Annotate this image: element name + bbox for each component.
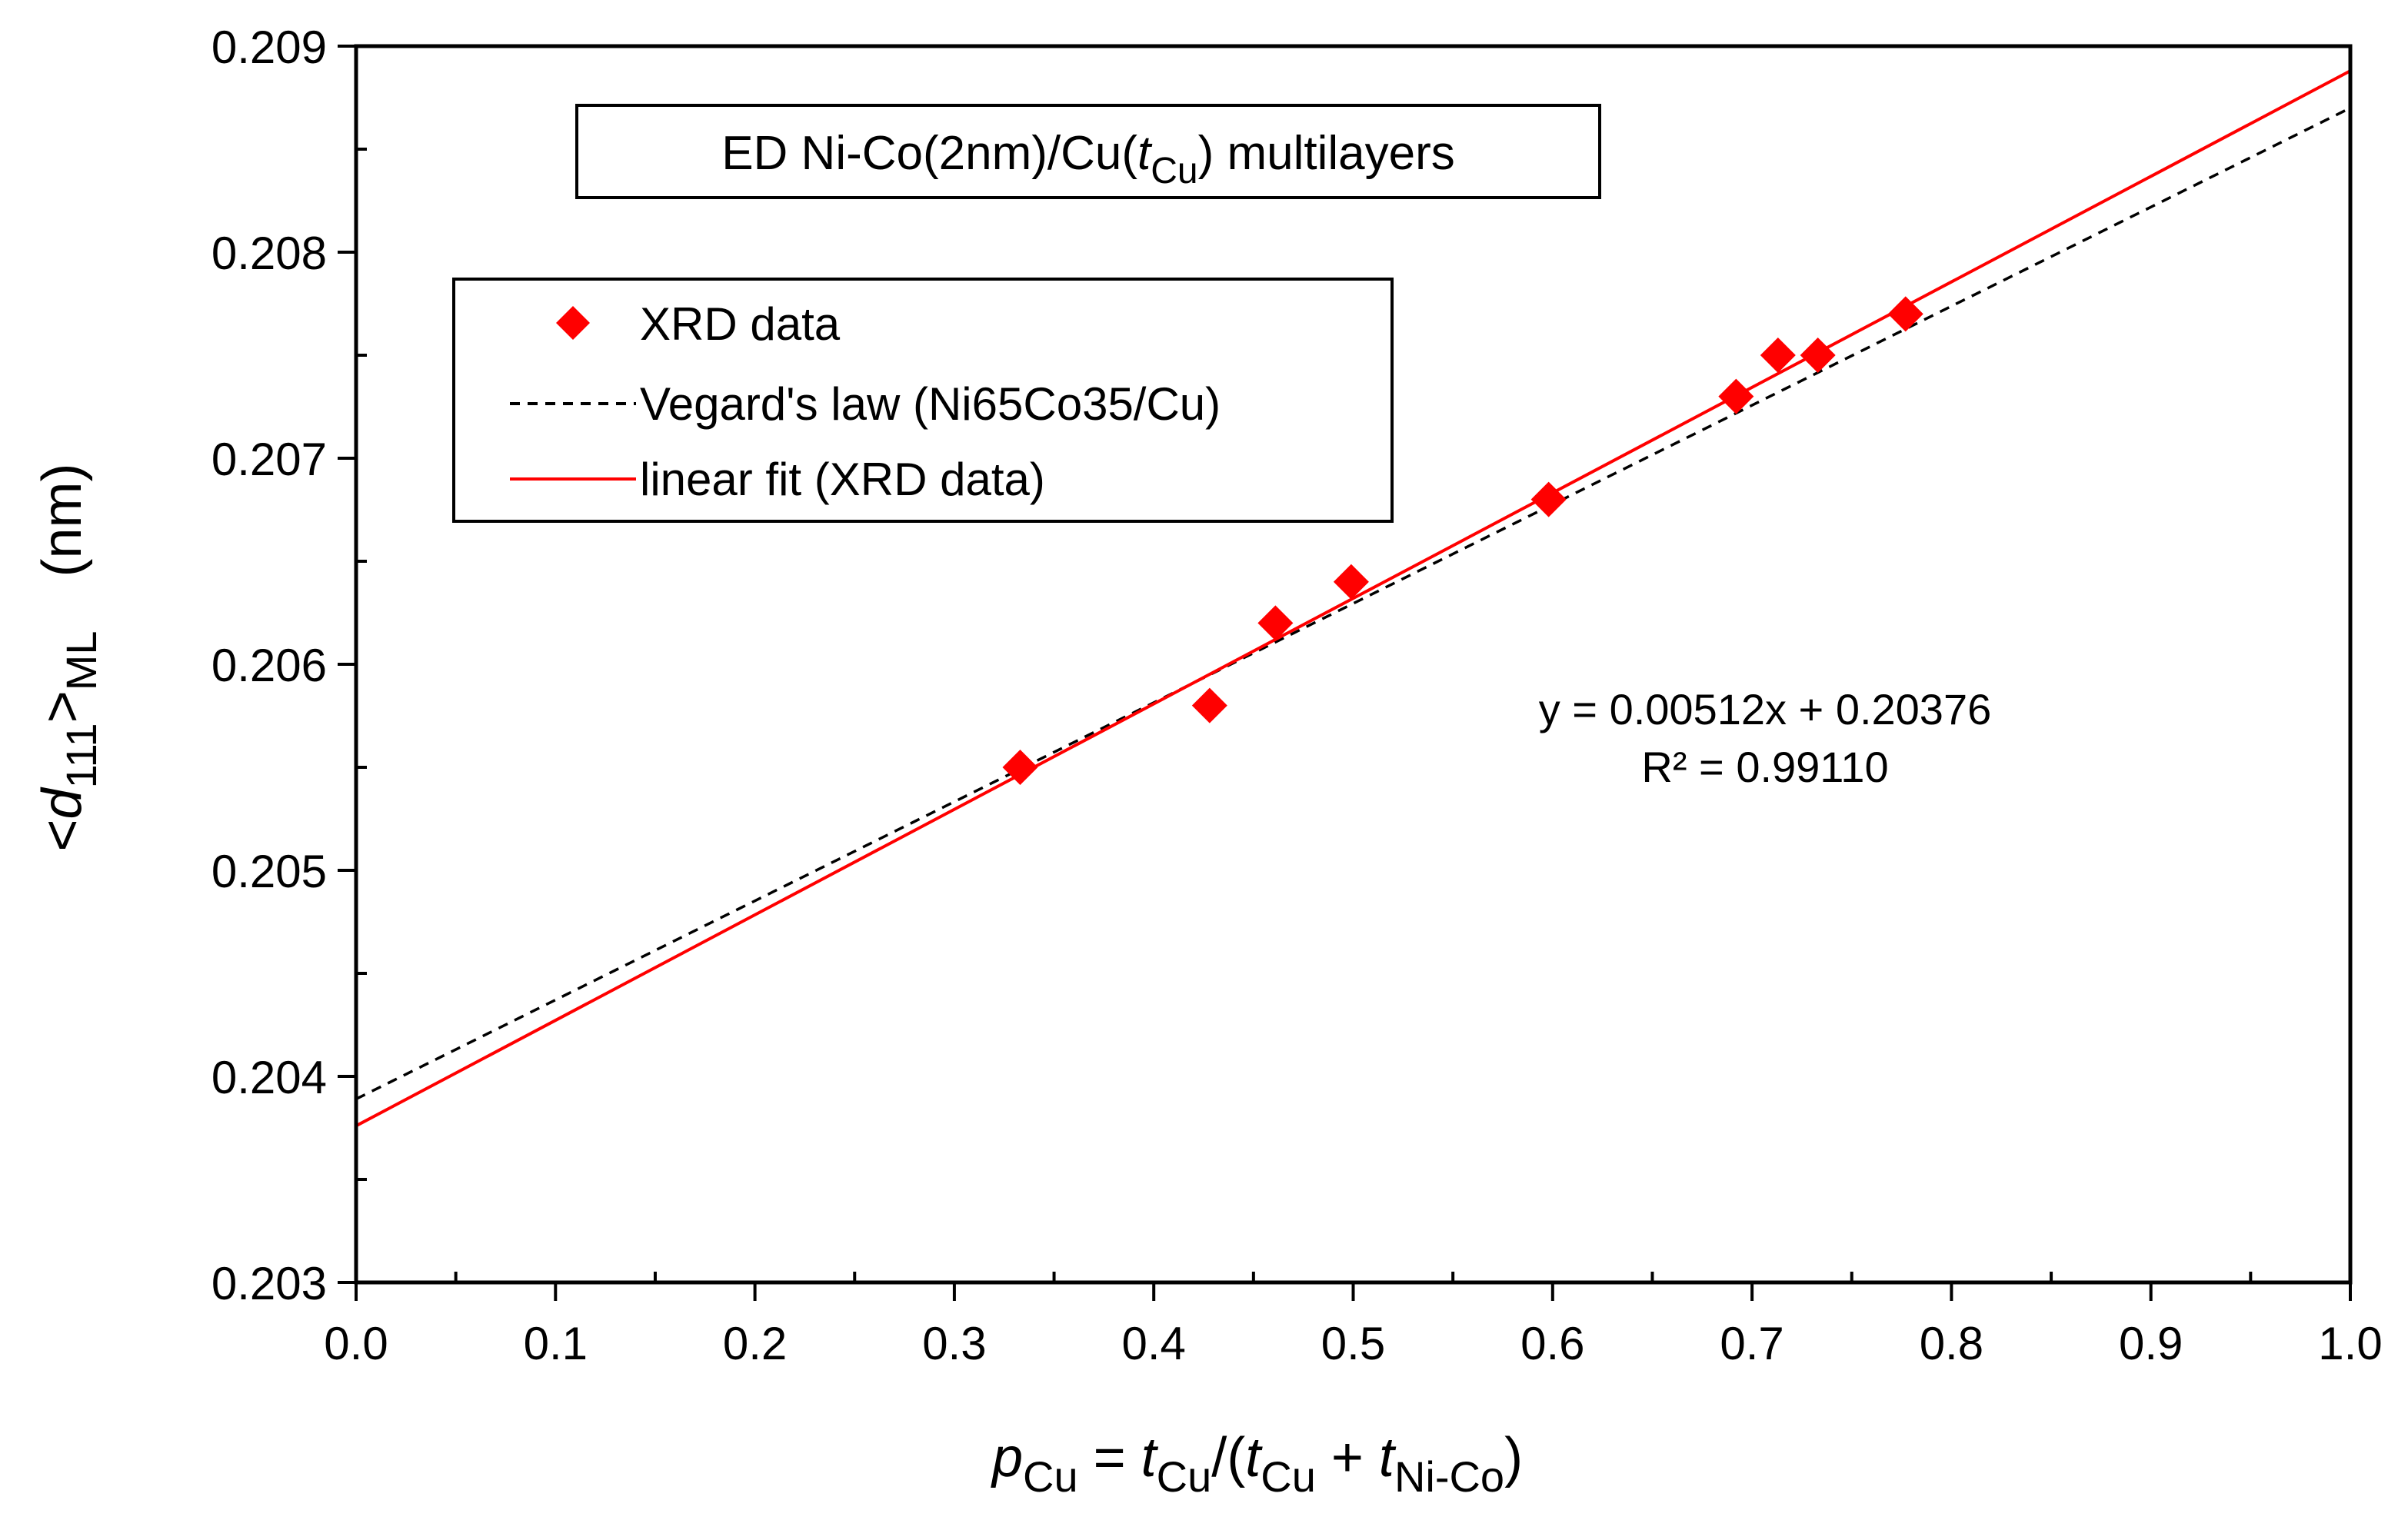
y-tick-label: 0.209	[211, 22, 327, 73]
legend-label-vegard: Vegard's law (Ni65Co35/Cu)	[640, 378, 1221, 430]
y-tick-label: 0.207	[211, 434, 327, 485]
x-tick-label: 0.7	[1720, 1318, 1784, 1369]
legend-box	[452, 278, 1394, 523]
xrd-data-point	[1718, 378, 1754, 414]
series-layer	[355, 69, 2351, 1128]
xrd-data-point	[1887, 296, 1923, 332]
x-tick-label: 0.6	[1520, 1318, 1584, 1369]
y-tick-labels: 0.203 0.204 0.205 0.206 0.207 0.208 0.209	[211, 22, 327, 1309]
x-tick-label: 0.3	[922, 1318, 986, 1369]
x-tick-label: 0.8	[1920, 1318, 1983, 1369]
x-tick-label: 1.0	[2318, 1318, 2382, 1369]
xrd-data-point	[1333, 564, 1369, 600]
x-tick-label: 0.2	[723, 1318, 787, 1369]
y-tick-label: 0.205	[211, 846, 327, 897]
xrd-data-point	[1760, 338, 1796, 373]
fit-r-squared: R² = 0.99110	[1641, 743, 1888, 791]
xrd-data-point	[1257, 605, 1294, 641]
xrd-data-point	[1530, 481, 1567, 517]
xrd-data-point	[1191, 687, 1227, 723]
y-tick-label: 0.208	[211, 228, 327, 279]
legend-label-xrd-data: XRD data	[640, 298, 841, 350]
vegard-law-line	[355, 106, 2351, 1101]
plot-frame	[354, 44, 2353, 1285]
x-axis-label: pCu = tCu/(tCu + tNi-Co)	[991, 1427, 1523, 1501]
legend-label-linear-fit: linear fit (XRD data)	[640, 454, 1045, 505]
x-tick-label: 0.1	[524, 1318, 588, 1369]
x-tick-label: 0.0	[324, 1318, 388, 1369]
xrd-data-point	[1002, 750, 1038, 785]
y-tick-label: 0.206	[211, 640, 327, 691]
y-tick-label: 0.204	[211, 1052, 327, 1103]
chart-title: ED Ni-Co(2nm)/Cu(tCu) multilayers	[721, 127, 1455, 191]
title-box	[575, 104, 1601, 199]
fit-equation: y = 0.00512x + 0.20376	[1539, 685, 1992, 733]
legend-marker-xrd-data	[556, 306, 590, 340]
xrd-data-point	[1800, 338, 1836, 373]
x-tick-label: 0.5	[1321, 1318, 1385, 1369]
x-tick-label: 0.4	[1121, 1318, 1185, 1369]
y-axis-label: <d111>ML(nm)	[32, 463, 105, 851]
x-tick-labels: 0.0 0.1 0.2 0.3 0.4 0.5 0.6 0.7 0.8 0.9 1.0	[324, 1318, 2382, 1369]
linear-fit-line	[355, 69, 2351, 1128]
y-tick-label: 0.203	[211, 1258, 327, 1309]
tick-marks	[338, 45, 2352, 1301]
x-tick-label: 0.9	[2119, 1318, 2183, 1369]
